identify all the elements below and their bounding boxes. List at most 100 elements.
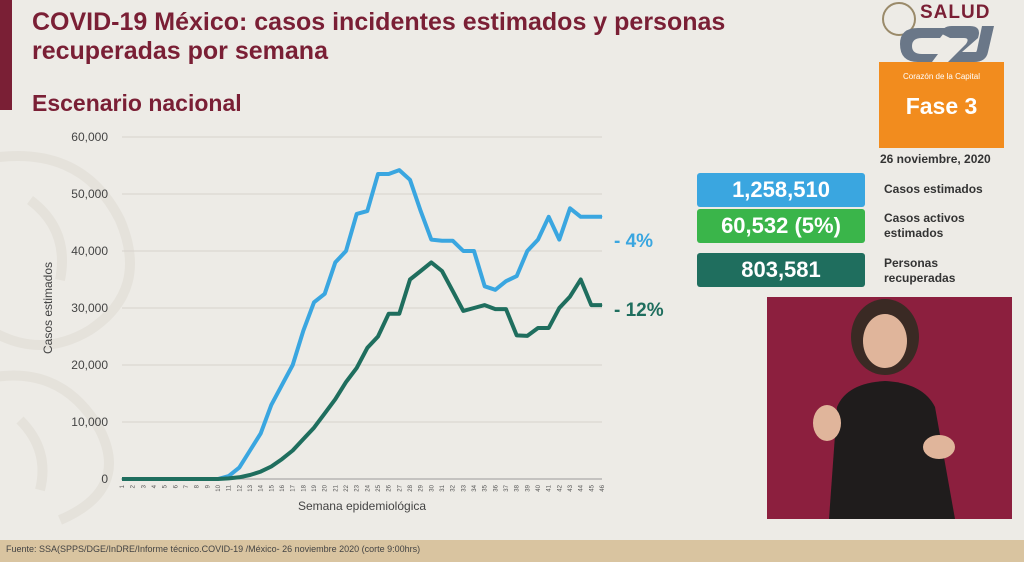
x-tick-label: 41 [547, 484, 553, 491]
x-tick-label: 34 [472, 484, 478, 491]
data-point [590, 216, 592, 218]
data-point [206, 478, 208, 480]
data-point [473, 250, 475, 252]
x-tick-label: 16 [280, 484, 286, 491]
data-point [462, 250, 464, 252]
data-point [494, 308, 496, 310]
background-pattern [0, 151, 135, 525]
data-point [292, 364, 294, 366]
data-point [505, 308, 507, 310]
x-tick-label: 12 [237, 484, 243, 491]
data-point [132, 478, 134, 480]
series-change-label: - 12% [614, 300, 664, 321]
x-tick-label: 4 [152, 484, 158, 488]
data-point [409, 179, 411, 181]
data-point [398, 313, 400, 315]
x-tick-label: 24 [365, 484, 371, 491]
data-point [430, 239, 432, 241]
data-point [185, 478, 187, 480]
government-seal-icon [882, 2, 916, 36]
salud-logo: SALUD [920, 2, 991, 23]
data-point [537, 239, 539, 241]
phase-badge: Corazón de la Capital Fase 3 [879, 62, 1004, 148]
data-point [569, 207, 571, 209]
x-tick-label: 30 [429, 484, 435, 491]
series-change-label: - 4% [614, 231, 653, 252]
sign-language-interpreter-video [767, 297, 1012, 519]
x-tick-label: 29 [419, 484, 425, 491]
interpreter-figure [813, 299, 955, 519]
series-line-2 [122, 260, 602, 481]
x-tick-label: 11 [227, 484, 233, 491]
data-point [580, 216, 582, 218]
data-point [270, 465, 272, 467]
y-tick-label: 60,000 [71, 130, 108, 144]
x-tick-label: 36 [493, 484, 499, 491]
x-tick-label: 5 [163, 484, 169, 488]
data-point [558, 307, 560, 309]
data-point [174, 478, 176, 480]
data-point [249, 474, 251, 476]
data-point [324, 293, 326, 295]
data-point [313, 301, 315, 303]
data-point [142, 478, 144, 480]
x-tick-label: 8 [195, 484, 201, 488]
page-subtitle: Escenario nacional [32, 90, 242, 116]
data-point [196, 478, 198, 480]
data-point [377, 173, 379, 175]
data-point [516, 275, 518, 277]
data-point [356, 367, 358, 369]
data-point [217, 478, 219, 480]
data-point [484, 304, 486, 306]
data-point [377, 336, 379, 337]
y-tick-label: 20,000 [71, 358, 108, 372]
data-point [153, 478, 155, 480]
data-point [366, 210, 368, 212]
x-tick-label: 6 [173, 484, 179, 488]
data-point [526, 250, 528, 252]
x-tick-label: 26 [387, 484, 393, 491]
stat-estimated-cases-label: Casos estimados [884, 182, 983, 196]
x-tick-label: 46 [600, 484, 606, 491]
x-tick-label: 32 [451, 484, 457, 491]
data-point [164, 478, 166, 480]
data-point [548, 327, 550, 329]
data-point [334, 261, 336, 263]
data-point [260, 471, 262, 473]
data-point [420, 210, 422, 212]
x-tick-label: 22 [344, 484, 350, 491]
x-tick-label: 10 [216, 484, 222, 491]
phase-caption: Corazón de la Capital [903, 72, 980, 81]
x-tick-label: 9 [205, 484, 211, 488]
data-point [313, 427, 315, 429]
x-tick-label: 13 [248, 484, 254, 491]
x-tick-label: 15 [269, 484, 275, 491]
data-point [228, 477, 230, 479]
data-point [441, 270, 443, 272]
data-point [260, 432, 262, 434]
data-point [270, 404, 272, 406]
data-point [281, 384, 283, 386]
data-point [409, 279, 411, 280]
y-tick-label: 40,000 [71, 244, 108, 258]
accent-bar [0, 0, 12, 110]
x-tick-label: 27 [397, 484, 403, 491]
data-point [356, 213, 358, 215]
data-point [249, 450, 251, 451]
data-point [590, 304, 592, 306]
data-point [334, 398, 336, 400]
data-point [548, 216, 550, 218]
data-point [441, 240, 443, 242]
data-point [452, 240, 454, 242]
data-point [505, 280, 507, 282]
phase-label: Fase 3 [905, 93, 978, 119]
y-tick-label: 0 [101, 472, 108, 486]
data-point [388, 173, 390, 175]
data-point [121, 478, 123, 480]
data-point [484, 285, 486, 287]
report-date: 26 noviembre, 2020 [880, 152, 991, 166]
y-axis-label: Casos estimados [41, 262, 55, 354]
data-point [302, 438, 304, 440]
data-point [238, 467, 240, 469]
